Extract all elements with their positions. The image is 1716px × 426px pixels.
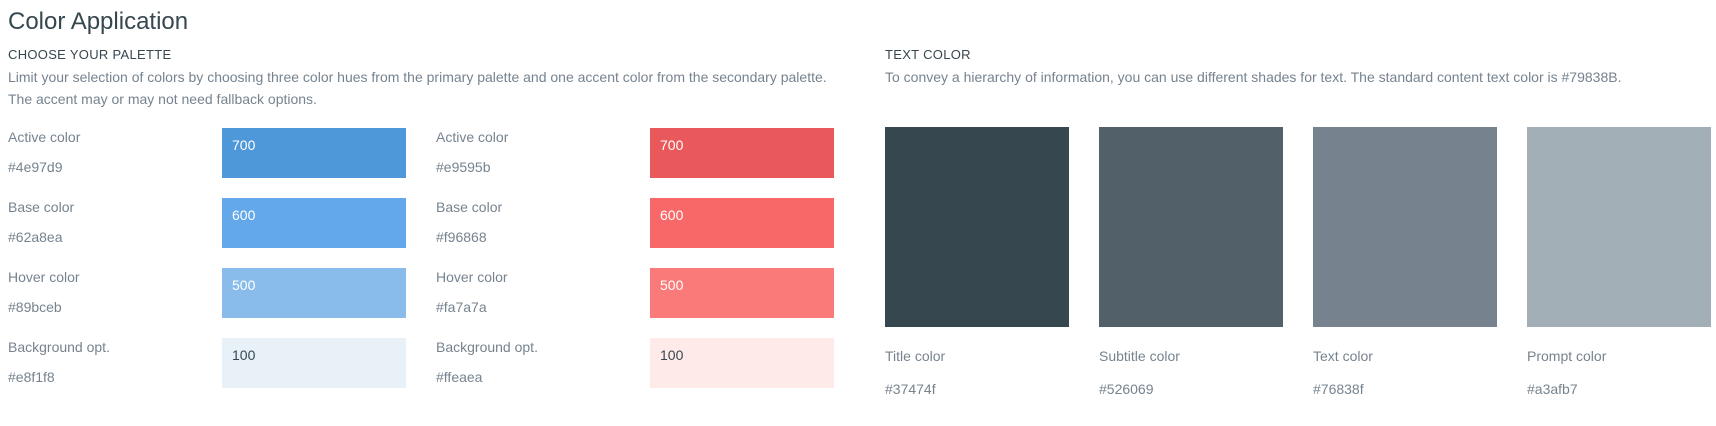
- text-color-description: To convey a hierarchy of information, yo…: [885, 69, 1622, 85]
- color-hex-value: #e8f1f8: [8, 369, 55, 385]
- color-hex-value: #89bceb: [8, 299, 62, 315]
- text-color-heading: TEXT COLOR: [885, 47, 971, 62]
- color-swatch: 600: [650, 198, 834, 248]
- color-role-label: Active color: [436, 129, 509, 145]
- color-hex-value: #62a8ea: [8, 229, 63, 245]
- text-color-label: Subtitle color: [1099, 348, 1180, 364]
- palette-row: Background opt. #ffeaea 100: [436, 338, 834, 388]
- color-role-label: Base color: [436, 199, 503, 215]
- color-role-label: Base color: [8, 199, 75, 215]
- text-color-tile: Title color #37474f: [885, 127, 1069, 397]
- text-color-label: Title color: [885, 348, 946, 364]
- color-swatch: 700: [222, 128, 406, 178]
- palette-row: Base color #62a8ea 600: [8, 198, 406, 248]
- text-color-swatch: [1527, 127, 1711, 327]
- text-color-hex: #a3afb7: [1527, 381, 1578, 397]
- palette-description-line2: The accent may or may not need fallback …: [8, 91, 317, 107]
- text-color-tile: Prompt color #a3afb7: [1527, 127, 1711, 397]
- text-color-swatch: [1099, 127, 1283, 327]
- palette-row: Hover color #89bceb 500: [8, 268, 406, 318]
- palette-heading: CHOOSE YOUR PALETTE: [8, 47, 172, 62]
- text-color-label: Text color: [1313, 348, 1373, 364]
- text-color-swatch: [885, 127, 1069, 327]
- palette-row: Background opt. #e8f1f8 100: [8, 338, 406, 388]
- page-title: Color Application: [8, 8, 189, 35]
- palette-description-line1: Limit your selection of colors by choosi…: [8, 69, 827, 85]
- palette-row: Active color #e9595b 700: [436, 128, 834, 178]
- color-role-label: Active color: [8, 129, 81, 145]
- palette-row: Base color #f96868 600: [436, 198, 834, 248]
- color-role-label: Hover color: [8, 269, 80, 285]
- text-color-swatch: [1313, 127, 1497, 327]
- color-swatch: 100: [650, 338, 834, 388]
- color-hex-value: #f96868: [436, 229, 487, 245]
- color-hex-value: #e9595b: [436, 159, 491, 175]
- text-color-tile: Subtitle color #526069: [1099, 127, 1283, 397]
- text-color-hex: #526069: [1099, 381, 1154, 397]
- color-role-label: Background opt.: [436, 339, 538, 355]
- palette-description: Limit your selection of colors by choosi…: [8, 66, 868, 110]
- color-hex-value: #4e97d9: [8, 159, 63, 175]
- color-hex-value: #fa7a7a: [436, 299, 487, 315]
- color-swatch: 500: [222, 268, 406, 318]
- text-color-hex: #76838f: [1313, 381, 1364, 397]
- color-swatch: 500: [650, 268, 834, 318]
- palette-row: Hover color #fa7a7a 500: [436, 268, 834, 318]
- color-role-label: Hover color: [436, 269, 508, 285]
- text-color-label: Prompt color: [1527, 348, 1607, 364]
- palette-row: Active color #4e97d9 700: [8, 128, 406, 178]
- color-swatch: 600: [222, 198, 406, 248]
- color-hex-value: #ffeaea: [436, 369, 483, 385]
- color-swatch: 700: [650, 128, 834, 178]
- text-color-hex: #37474f: [885, 381, 936, 397]
- color-role-label: Background opt.: [8, 339, 110, 355]
- text-color-tile: Text color #76838f: [1313, 127, 1497, 397]
- color-swatch: 100: [222, 338, 406, 388]
